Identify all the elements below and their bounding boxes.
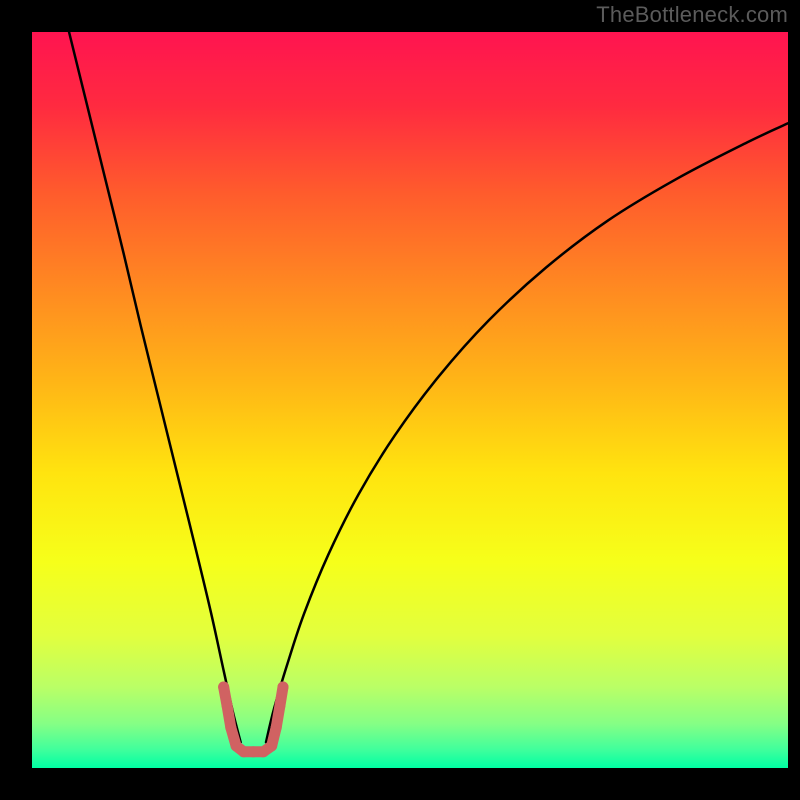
watermark-text: TheBottleneck.com bbox=[596, 2, 788, 28]
dip-marker-bead-1 bbox=[222, 700, 233, 711]
dip-marker-bead-5 bbox=[248, 746, 259, 757]
dip-marker-bead-0 bbox=[218, 682, 229, 693]
dip-marker-bead-4 bbox=[238, 746, 249, 757]
curve-right bbox=[266, 123, 788, 742]
dip-marker-bead-10 bbox=[277, 682, 288, 693]
chart-root: TheBottleneck.com bbox=[0, 0, 800, 800]
dip-marker-bead-9 bbox=[274, 700, 285, 711]
dip-marker-bead-2 bbox=[225, 722, 236, 733]
dip-marker-bead-8 bbox=[271, 722, 282, 733]
curve-left bbox=[69, 32, 241, 742]
dip-marker-bead-7 bbox=[266, 740, 277, 751]
plot-curves-layer bbox=[0, 0, 800, 800]
